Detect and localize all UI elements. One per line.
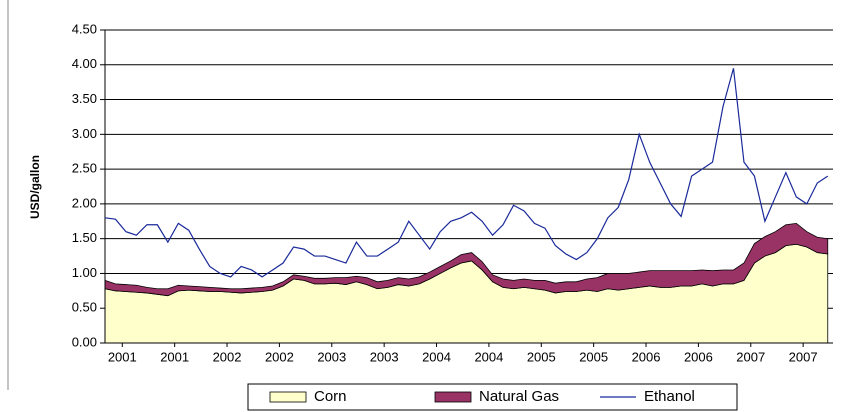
- lines: [104, 68, 829, 278]
- x-tick-label: 2001: [108, 349, 137, 364]
- legend: Corn Natural Gas Ethanol: [269, 388, 695, 405]
- x-tick-label: 2005: [579, 349, 608, 364]
- axes: 0.00 0.50 1.00 1.50 2.00 2.50 3.00 3.50 4.00 4.50…: [72, 21, 833, 364]
- y-axis-label: USD/gallon: [28, 155, 42, 219]
- y-tick-label: 3.00: [72, 126, 97, 141]
- legend-box: [247, 383, 738, 411]
- x-tick-label: 2006: [684, 349, 713, 364]
- legend-swatch: [434, 391, 472, 403]
- x-tick-label: 2007: [789, 349, 818, 364]
- x-tick-label: 2005: [527, 349, 556, 364]
- x-tick-label: 2002: [265, 349, 294, 364]
- area: [104, 222, 829, 297]
- y-tick-label: 2.50: [72, 161, 97, 176]
- y-tick-label: 4.00: [72, 56, 97, 71]
- x-tick-label: 2003: [317, 349, 346, 364]
- x-tick-label: 2001: [160, 349, 189, 364]
- y-tick-label: 0.00: [72, 334, 97, 349]
- x-tick-label: 2002: [213, 349, 242, 364]
- y-tick-label: 4.50: [72, 21, 97, 36]
- y-tick-label: 3.50: [72, 91, 97, 106]
- x-tick-label: 2003: [370, 349, 399, 364]
- legend-label: Natural Gas: [479, 388, 559, 405]
- x-tick-label: 2006: [632, 349, 661, 364]
- y-tick-label: 1.00: [72, 265, 97, 280]
- y-tick-label: 1.50: [72, 230, 97, 245]
- x-tick-label: 2004: [422, 349, 451, 364]
- legend-label: Ethanol: [644, 388, 695, 405]
- x-tick-label: 2007: [736, 349, 765, 364]
- y-tick-label: 2.00: [72, 195, 97, 210]
- legend-label: Corn: [314, 388, 347, 405]
- legend-swatch: [269, 391, 307, 403]
- y-tick-label: 0.50: [72, 300, 97, 315]
- line: [104, 68, 829, 278]
- x-tick-label: 2004: [474, 349, 503, 364]
- areas: [104, 222, 829, 344]
